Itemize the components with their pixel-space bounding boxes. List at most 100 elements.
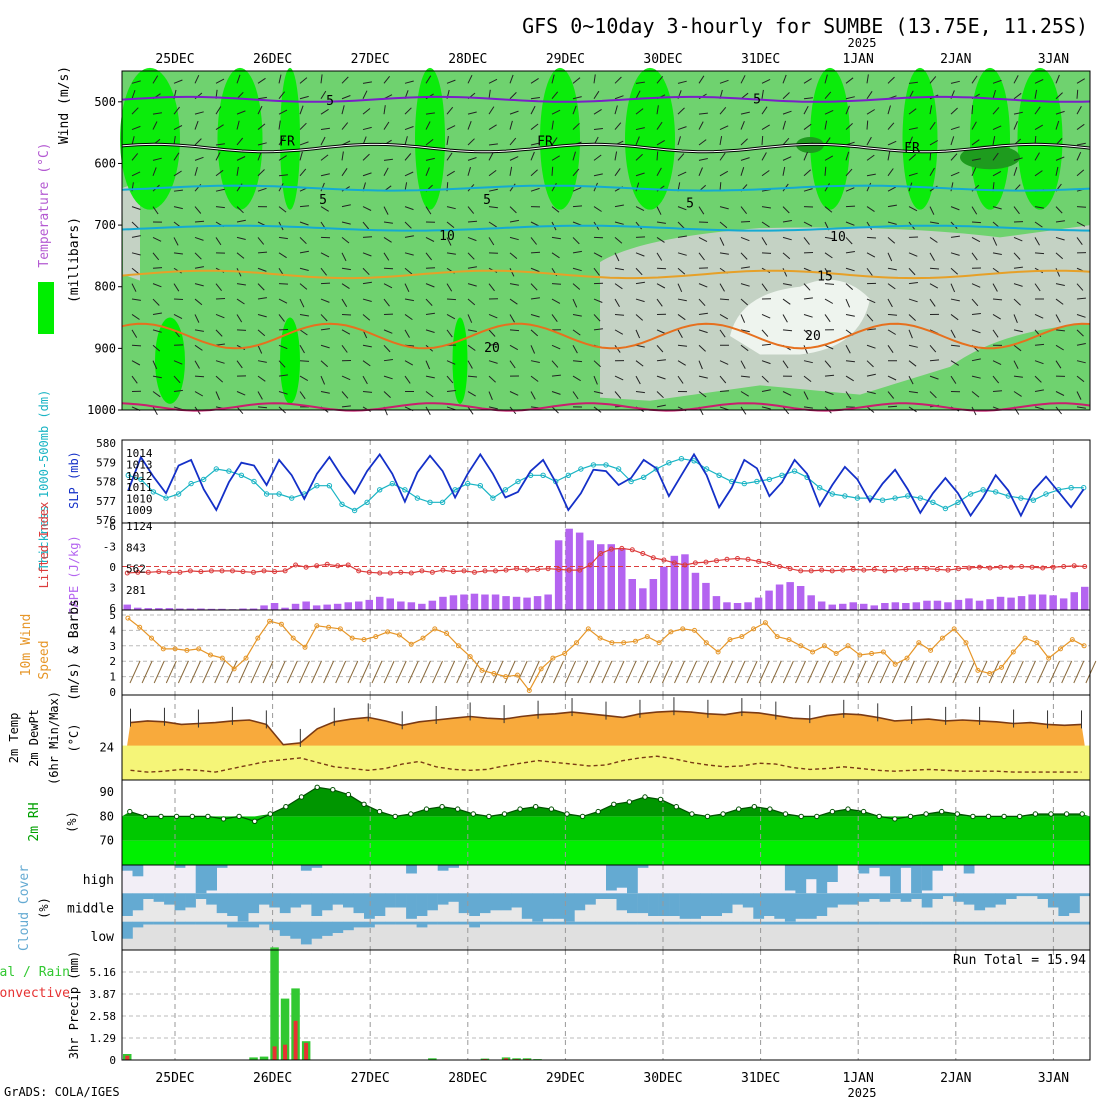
cape-bar xyxy=(923,600,931,610)
surface-wind-barb xyxy=(819,660,831,684)
wind-barb xyxy=(635,127,645,131)
wind-speed-point xyxy=(1034,640,1040,646)
surface-wind-barb xyxy=(710,660,722,684)
lifted-index-point xyxy=(998,564,1004,570)
wind-barb xyxy=(1034,106,1041,115)
lifted-index-point xyxy=(335,563,341,569)
wind-barb xyxy=(152,391,161,398)
wind-barb xyxy=(341,151,344,161)
cape-tick-label: 1124 xyxy=(126,520,153,533)
wind-barb xyxy=(530,329,539,337)
lifted-index-point xyxy=(145,569,151,575)
wind-barb xyxy=(635,252,645,257)
lifted-index-point xyxy=(819,567,825,573)
wind-speed-point xyxy=(337,626,343,632)
lifted-index-point xyxy=(745,556,751,562)
wind-barb xyxy=(593,154,602,161)
wind-speed-point xyxy=(1058,646,1063,652)
wind-barb xyxy=(656,404,666,408)
wind-barb xyxy=(215,298,226,300)
cloud-bar xyxy=(742,921,754,925)
wind-barb xyxy=(446,298,457,301)
cape-bar xyxy=(607,544,615,610)
wind-speed-point xyxy=(420,635,426,641)
wind-barb xyxy=(131,206,141,210)
cloud-bar xyxy=(606,865,617,891)
wind-barb xyxy=(425,298,433,306)
rh2m-point xyxy=(876,813,882,820)
lifted-index-point xyxy=(735,556,740,561)
precip-frame xyxy=(121,949,1091,1061)
x-label-bottom: 26DEC xyxy=(253,1071,292,1086)
wind-barb xyxy=(467,375,478,378)
ylabel-2m-rh: 2m RH xyxy=(27,802,42,841)
wind-barb xyxy=(509,120,513,130)
wind-barb xyxy=(467,266,477,269)
wind-barb xyxy=(971,313,981,315)
rh2m-point xyxy=(720,811,726,817)
wind-barb xyxy=(992,89,996,99)
wind-barb xyxy=(278,155,287,161)
cape-bar xyxy=(123,604,131,610)
wind-barb xyxy=(635,90,641,99)
precip-tick-label: 3.87 xyxy=(90,988,117,1001)
pressure-tick-label: 1000 xyxy=(87,403,116,417)
wind-speed-point xyxy=(904,655,910,661)
wind-barb xyxy=(740,375,750,378)
thickness-point xyxy=(427,499,433,505)
lifted-index-point xyxy=(766,561,772,567)
wind-barb xyxy=(698,112,708,115)
wind-barb xyxy=(761,152,767,161)
slp-tick-label: 1011 xyxy=(126,481,153,494)
wind-barb xyxy=(131,90,136,99)
wind-barb xyxy=(257,151,262,161)
wind-speed-point xyxy=(550,655,556,661)
cloud-bar xyxy=(648,893,659,916)
wind-barb xyxy=(320,282,331,285)
lifted-index-point xyxy=(619,545,625,551)
wind-barb xyxy=(341,298,348,307)
wind-barb xyxy=(257,77,266,84)
wind-barb xyxy=(845,298,851,308)
wind-barb xyxy=(908,391,918,394)
wind-barb xyxy=(698,360,703,370)
wind-barb xyxy=(425,167,430,176)
wind-barb xyxy=(236,314,243,323)
wind-barb xyxy=(929,221,939,224)
thickness-point xyxy=(842,493,848,499)
wind-barb xyxy=(614,391,622,399)
thickness-point xyxy=(502,487,509,493)
wind-barb xyxy=(257,123,266,130)
wind-barb xyxy=(425,206,432,215)
thickness-point xyxy=(942,505,949,512)
cloud-bar xyxy=(448,865,459,868)
wind-barb xyxy=(362,281,372,285)
wind-barb xyxy=(677,329,683,338)
wind-barb xyxy=(635,182,640,192)
cape-bar xyxy=(218,608,226,610)
thickness-point xyxy=(351,507,358,514)
wind-barb xyxy=(677,298,687,302)
x-label-top: 29DEC xyxy=(546,52,585,67)
lifted-index-point xyxy=(524,567,530,573)
lifted-index-point xyxy=(566,567,572,573)
wind-barb xyxy=(467,74,473,84)
cloud-bar xyxy=(763,893,775,916)
cape-bar xyxy=(270,603,279,610)
rh2m-point xyxy=(142,813,149,820)
cloud-bar xyxy=(248,893,260,914)
wind-barb xyxy=(887,298,893,308)
cloud-bar xyxy=(248,921,260,928)
wind-barb xyxy=(572,151,576,161)
wind-barb xyxy=(698,375,708,379)
wind-barb xyxy=(509,92,517,100)
x-label-bottom: 25DEC xyxy=(155,1071,194,1086)
wind-barb xyxy=(152,75,159,84)
wind-barb xyxy=(866,373,876,377)
wind-frame xyxy=(121,609,1091,696)
thickness-point xyxy=(175,491,182,497)
cloud-bar xyxy=(721,921,733,925)
wind-barb xyxy=(740,298,749,306)
wind-barb xyxy=(845,151,850,161)
contour-label: 5 xyxy=(319,193,327,208)
